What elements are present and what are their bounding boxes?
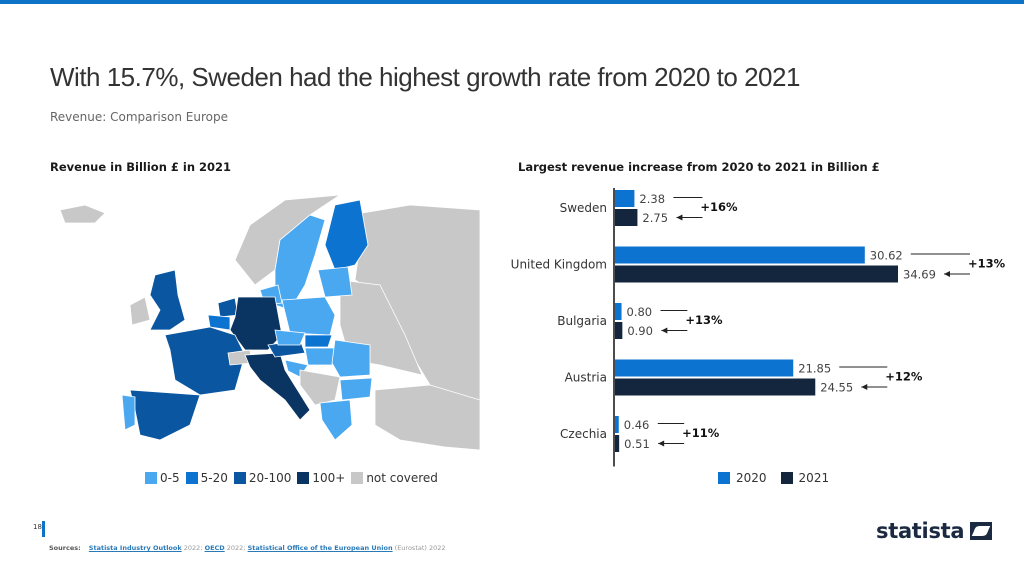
growth-label: +13%: [968, 257, 1006, 271]
category-label: Czechia: [560, 427, 607, 441]
category-label: United Kingdom: [511, 258, 607, 272]
bar-chart: Sweden 2.38 2.75 +16% United Kingdom 30.6234.…: [0, 0, 1024, 576]
growth-label: +12%: [885, 370, 923, 384]
growth-label: +11%: [682, 426, 720, 440]
bar-value-label: 0.90: [627, 324, 653, 338]
legend-label-2021: 2021: [799, 471, 830, 485]
source-text: 2022;: [182, 544, 205, 552]
bar-2020: [615, 303, 622, 320]
arrow-left-icon: [658, 441, 664, 447]
arrow-left-icon: [661, 328, 667, 334]
page-number: 18: [33, 523, 42, 531]
bar-chart-legend: 2020 2021: [718, 471, 843, 485]
category-label: Sweden: [560, 201, 607, 215]
bar-value-label: 2.75: [642, 211, 668, 225]
bar-2021: [615, 322, 622, 339]
statista-logo-icon: [970, 522, 992, 540]
bar-2020: [615, 247, 865, 264]
bar-value-label: 0.80: [627, 305, 653, 319]
bar-value-label: 2.38: [639, 192, 665, 206]
bar-value-label: 30.62: [870, 249, 903, 263]
source-link[interactable]: Statista Industry Outlook: [89, 544, 182, 552]
source-link[interactable]: OECD: [205, 544, 225, 552]
bar-2021: [615, 379, 815, 396]
bar-value-label: 0.46: [624, 418, 650, 432]
legend-item-2021: 2021: [781, 471, 830, 485]
source-text: (Eurostat) 2022: [393, 544, 446, 552]
bar-2020: [615, 360, 793, 377]
arrow-left-icon: [676, 215, 682, 221]
legend-swatch-2020: [718, 472, 730, 484]
arrow-left-icon: [944, 271, 950, 277]
statista-logo: statista: [876, 519, 992, 543]
bar-2021: [615, 266, 898, 283]
bar-value-label: 34.69: [903, 268, 936, 282]
bar-2020: [615, 416, 619, 433]
sources-line: Sources: Statista Industry Outlook 2022;…: [49, 544, 446, 552]
bar-value-label: 21.85: [798, 362, 831, 376]
bar-2021: [615, 209, 637, 226]
legend-label-2020: 2020: [736, 471, 767, 485]
bar-value-label: 0.51: [624, 437, 650, 451]
bar-2021: [615, 435, 619, 452]
legend-swatch-2021: [781, 472, 793, 484]
growth-label: +13%: [685, 313, 723, 327]
sources-label: Sources:: [49, 544, 81, 552]
bar-value-label: 24.55: [820, 381, 853, 395]
legend-item-2020: 2020: [718, 471, 767, 485]
logo-text: statista: [876, 519, 964, 543]
bar-2020: [615, 190, 634, 207]
source-text: 2022;: [225, 544, 248, 552]
arrow-left-icon: [861, 384, 867, 390]
category-label: Austria: [565, 371, 607, 385]
page-number-marker: [42, 521, 45, 537]
source-link[interactable]: Statistical Office of the European Union: [248, 544, 393, 552]
category-label: Bulgaria: [557, 314, 607, 328]
growth-label: +16%: [700, 200, 738, 214]
